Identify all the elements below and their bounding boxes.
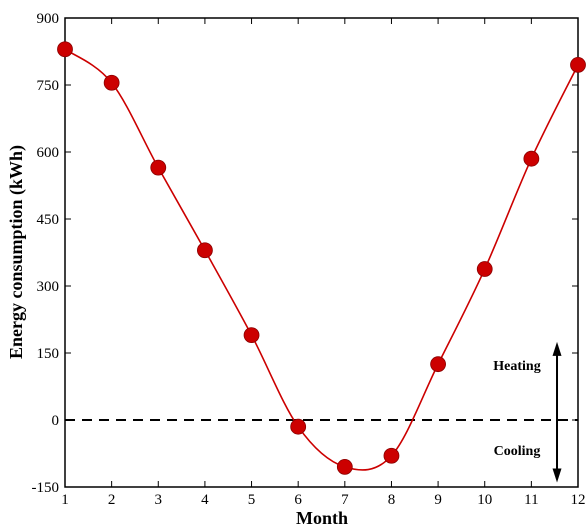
x-tick-label: 5 bbox=[248, 492, 256, 508]
series-line bbox=[64, 48, 579, 471]
heating-label: Heating bbox=[493, 359, 540, 374]
data-point bbox=[103, 74, 120, 91]
data-point bbox=[430, 356, 446, 373]
data-point bbox=[197, 242, 213, 259]
x-tick-label: 7 bbox=[341, 492, 349, 508]
y-tick-label: 750 bbox=[37, 78, 60, 94]
y-tick-label: 300 bbox=[37, 279, 60, 295]
x-tick-label: 8 bbox=[388, 492, 396, 508]
y-tick-label: -150 bbox=[32, 480, 60, 496]
data-point bbox=[336, 458, 353, 475]
x-tick-label: 4 bbox=[201, 492, 209, 508]
y-axis-label: Energy consumption (kWh) bbox=[6, 145, 27, 359]
data-point bbox=[150, 159, 167, 176]
x-tick-label: 10 bbox=[477, 492, 492, 508]
data-point bbox=[523, 150, 540, 167]
x-axis-label: Month bbox=[296, 508, 348, 527]
data-point bbox=[243, 327, 260, 344]
x-tick-label: 11 bbox=[524, 492, 538, 508]
data-point bbox=[570, 57, 586, 73]
data-point bbox=[57, 41, 73, 58]
data-point bbox=[383, 447, 400, 464]
x-tick-label: 3 bbox=[155, 492, 163, 508]
arrow-head-up bbox=[552, 341, 562, 356]
y-tick-label: 600 bbox=[37, 145, 60, 161]
x-tick-label: 2 bbox=[108, 492, 116, 508]
y-tick-label: 0 bbox=[52, 413, 60, 429]
x-tick-label: 1 bbox=[61, 492, 69, 508]
y-tick-label: 150 bbox=[37, 346, 60, 362]
series-group bbox=[57, 41, 586, 475]
x-tick-label: 9 bbox=[434, 492, 442, 508]
x-tick-label: 12 bbox=[571, 492, 586, 508]
arrow-head-down bbox=[552, 468, 562, 483]
x-tick-label: 6 bbox=[294, 492, 302, 508]
annotation-group bbox=[552, 341, 562, 483]
y-tick-label: 900 bbox=[37, 11, 60, 27]
plot-frame bbox=[64, 17, 579, 488]
data-point bbox=[290, 418, 307, 435]
data-point bbox=[476, 261, 493, 277]
y-tick-label: 450 bbox=[37, 212, 60, 228]
cooling-label: Cooling bbox=[494, 444, 541, 459]
